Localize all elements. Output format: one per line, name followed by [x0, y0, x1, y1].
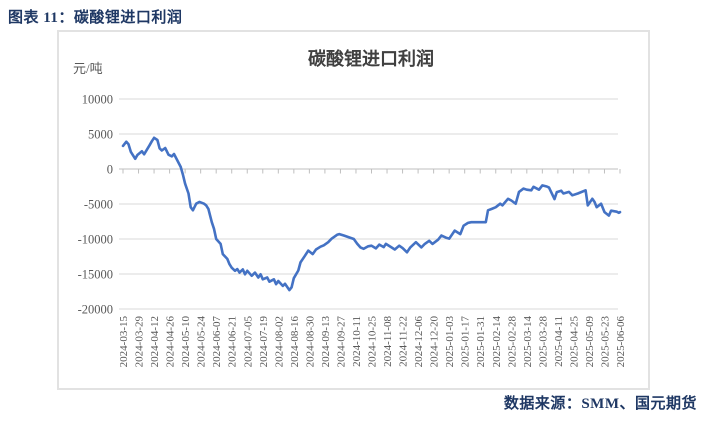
- x-tick-label: 2024-05-10: [180, 316, 192, 368]
- x-tick-label: 2024-08-30: [304, 316, 316, 368]
- x-tick-label: 2024-05-24: [196, 316, 208, 368]
- y-tick-label: -5000: [84, 198, 113, 212]
- x-tick-label: 2024-08-02: [273, 316, 285, 367]
- x-tick-label: 2024-10-25: [367, 316, 379, 368]
- x-tick-label: 2024-07-05: [242, 316, 254, 368]
- x-tick-label: 2025-04-25: [568, 316, 580, 368]
- x-tick-label: 2025-02-28: [506, 316, 518, 368]
- figure-caption: 图表 11：碳酸锂进口利润: [8, 10, 183, 26]
- x-tick-label: 2024-04-26: [165, 316, 177, 368]
- x-tick-label: 2025-01-03: [444, 316, 456, 368]
- data-source: 数据来源：SMM、国元期货: [503, 396, 697, 412]
- x-tick-label: 2024-10-11: [351, 316, 363, 367]
- profit-line-series: [121, 136, 622, 292]
- y-tick-label: -20000: [78, 303, 113, 317]
- x-tick-label: 2025-05-23: [599, 316, 611, 368]
- x-tick-label: 2025-03-14: [522, 316, 534, 368]
- x-tick-label: 2024-11-08: [382, 316, 394, 367]
- x-tick-label: 2025-03-28: [537, 316, 549, 368]
- chart-title: 碳酸锂进口利润: [308, 48, 434, 69]
- x-tick-label: 2024-08-16: [289, 316, 301, 368]
- x-tick-label: 2024-09-27: [335, 316, 347, 368]
- y-axis-unit-label: 元/吨: [73, 61, 103, 76]
- line-chart-svg: 碳酸锂进口利润 元/吨 10000 5000 0 -5000 -10000 -15000 -…: [73, 48, 627, 368]
- x-tick-label: 2025-01-31: [475, 316, 487, 367]
- x-tick-label: 2024-12-06: [413, 316, 425, 368]
- x-tick-label: 2025-05-09: [584, 316, 596, 368]
- x-tick-label: 2024-09-13: [320, 316, 332, 368]
- y-tick-label: 5000: [88, 128, 113, 142]
- x-tick-label: 2025-04-11: [553, 316, 565, 367]
- x-tick-label: 2024-12-20: [429, 316, 441, 368]
- x-tick-label: 2024-11-22: [398, 316, 410, 367]
- x-tick-label: 2024-06-07: [211, 316, 223, 368]
- x-tick-label: 2025-01-17: [460, 316, 472, 368]
- y-tick-label: 10000: [82, 93, 113, 107]
- x-tick-label: 2024-04-12: [149, 316, 161, 367]
- x-tick-label: 2024-06-21: [227, 316, 239, 367]
- x-tick-label: 2024-03-29: [134, 316, 146, 368]
- x-tick-label: 2024-07-19: [258, 316, 270, 368]
- y-tick-label: -15000: [78, 268, 113, 282]
- y-tick-label: 0: [107, 163, 113, 177]
- x-tick-label: 2025-06-06: [615, 316, 627, 368]
- chart-container: 碳酸锂进口利润 元/吨 10000 5000 0 -5000 -10000 -15000 -…: [57, 30, 650, 390]
- x-tick-label: 2025-02-14: [491, 316, 503, 368]
- y-tick-label: -10000: [78, 233, 113, 247]
- x-tick-label: 2024-03-15: [118, 316, 130, 368]
